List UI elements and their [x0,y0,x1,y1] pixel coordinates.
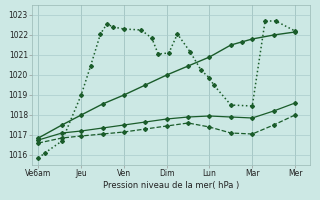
X-axis label: Pression niveau de la mer( hPa ): Pression niveau de la mer( hPa ) [103,181,239,190]
